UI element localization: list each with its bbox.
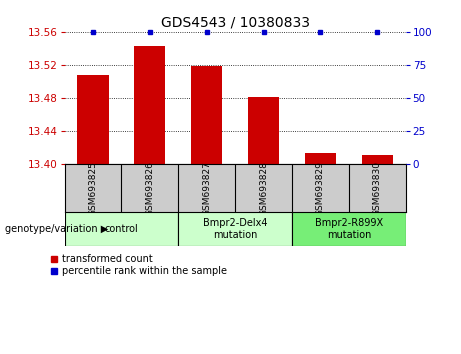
Bar xyxy=(305,154,336,164)
Bar xyxy=(134,46,165,164)
Bar xyxy=(248,97,279,164)
Title: GDS4543 / 10380833: GDS4543 / 10380833 xyxy=(160,15,310,29)
Bar xyxy=(178,212,292,246)
Text: GSM693827: GSM693827 xyxy=(202,161,211,216)
Text: GSM693828: GSM693828 xyxy=(259,161,268,216)
Bar xyxy=(77,75,109,164)
Text: Bmpr2-Delx4
mutation: Bmpr2-Delx4 mutation xyxy=(203,218,267,240)
Text: GSM693825: GSM693825 xyxy=(89,161,97,216)
Legend: transformed count, percentile rank within the sample: transformed count, percentile rank withi… xyxy=(51,255,227,276)
Text: Bmpr2-R899X
mutation: Bmpr2-R899X mutation xyxy=(315,218,383,240)
Text: genotype/variation ▶: genotype/variation ▶ xyxy=(5,224,108,234)
Text: GSM693829: GSM693829 xyxy=(316,161,325,216)
Text: GSM693826: GSM693826 xyxy=(145,161,154,216)
Bar xyxy=(65,212,178,246)
Bar xyxy=(292,212,406,246)
Text: control: control xyxy=(105,224,138,234)
Bar xyxy=(361,155,393,164)
Text: GSM693830: GSM693830 xyxy=(373,161,382,216)
Bar xyxy=(191,66,222,164)
